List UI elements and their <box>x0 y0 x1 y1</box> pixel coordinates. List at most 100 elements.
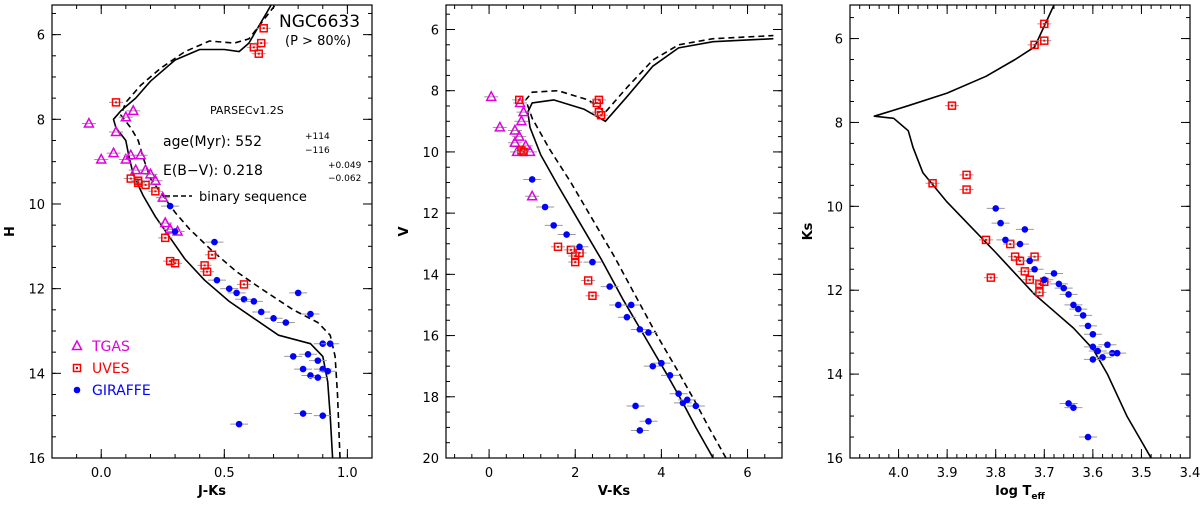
x-tick-label: 4 <box>657 466 665 481</box>
y-tick-label: 16 <box>28 452 45 467</box>
point-tgas <box>127 104 139 116</box>
point-giraffe <box>250 298 258 305</box>
point-uves-center <box>518 98 521 101</box>
point-giraffe <box>294 289 302 297</box>
point-giraffe <box>1060 284 1068 292</box>
y-tick-label: 8 <box>835 116 843 131</box>
point-uves-center <box>931 182 934 185</box>
point-giraffe <box>299 365 307 373</box>
point-giraffe <box>307 310 314 318</box>
point-uves <box>254 49 264 58</box>
point-giraffe <box>1070 301 1077 309</box>
point-giraffe <box>282 319 290 326</box>
point-uves-center <box>243 283 245 286</box>
y-tick-label: 18 <box>422 391 439 406</box>
point-giraffe <box>627 301 635 309</box>
point-uves <box>207 250 217 260</box>
y-tick-label: 14 <box>28 367 45 382</box>
point-uves <box>986 273 996 282</box>
point-giraffe <box>645 329 652 336</box>
point-uves <box>256 38 266 48</box>
point-tgas <box>120 110 132 122</box>
point-giraffe <box>1084 322 1092 330</box>
point-uves <box>1030 252 1039 261</box>
point-giraffe <box>314 374 322 381</box>
point-uves-center <box>965 188 968 191</box>
plot-frame <box>445 4 783 459</box>
point-uves-center <box>1019 259 1021 262</box>
point-giraffe <box>257 308 265 316</box>
plot-frame <box>849 4 1191 459</box>
plot-area <box>484 34 774 458</box>
point-giraffe <box>636 427 644 434</box>
point-uves-center <box>137 179 140 182</box>
isochrone-curve <box>527 37 774 458</box>
point-giraffe <box>171 228 179 235</box>
point-uves-center <box>206 270 209 273</box>
x-axis-label: V-Ks <box>598 484 631 499</box>
point-tgas <box>157 191 169 202</box>
point-tgas <box>159 216 171 228</box>
y-tick-label: 14 <box>422 268 439 283</box>
age-minus: −116 <box>305 146 330 156</box>
point-uves <box>133 176 143 185</box>
x-axis-label: log Teff <box>995 484 1045 502</box>
point-giraffe <box>319 412 327 419</box>
point-giraffe <box>1026 257 1034 265</box>
point-uves-center <box>1023 270 1026 273</box>
x-tick-label: 1.0 <box>337 466 358 481</box>
point-tgas <box>95 152 107 164</box>
point-uves <box>1035 279 1044 289</box>
chart-subtitle: (P > 80%) <box>285 34 351 49</box>
point-uves <box>111 98 121 107</box>
point-uves <box>1020 267 1030 276</box>
point-giraffe <box>299 410 307 417</box>
point-giraffe <box>1084 433 1092 441</box>
point-giraffe <box>1094 347 1102 355</box>
x-tick-label: 3.5 <box>1131 466 1152 481</box>
x-tick-label: 3.7 <box>1034 466 1055 481</box>
point-uves-center <box>591 294 594 297</box>
point-uves-center <box>574 261 577 264</box>
legend: TGAS UVES GIRAFFE <box>71 339 151 399</box>
x-tick-label: 3.4 <box>1180 466 1200 481</box>
point-uves <box>151 187 160 196</box>
point-giraffe <box>1016 240 1024 248</box>
y-tick-label: 6 <box>431 23 439 38</box>
y-tick-label: 16 <box>422 330 439 345</box>
point-uves <box>517 146 526 155</box>
point-uves-center <box>115 101 117 104</box>
point-giraffe <box>235 420 243 428</box>
point-uves <box>981 235 991 245</box>
point-uves-center <box>1033 43 1036 46</box>
y-tick-label: 12 <box>422 207 439 222</box>
point-tgas <box>526 189 538 201</box>
point-giraffe <box>314 357 322 364</box>
point-uves-center <box>137 181 140 184</box>
point-tgas <box>519 139 532 151</box>
point-giraffe <box>304 350 312 358</box>
y-tick-label: 14 <box>826 368 843 383</box>
point-giraffe <box>658 359 665 367</box>
point-uves <box>202 267 212 276</box>
ebv-minus: −0.062 <box>328 174 361 184</box>
point-uves-center <box>203 264 206 267</box>
binary-sequence-curve <box>524 34 774 458</box>
point-uves-center <box>520 149 523 152</box>
point-tgas <box>509 123 521 135</box>
plot-frame <box>51 4 373 459</box>
y-tick-label: 12 <box>826 284 843 299</box>
ebv-plus: +0.049 <box>328 161 362 171</box>
point-uves-center <box>951 104 953 107</box>
point-tgas <box>509 136 521 147</box>
point-giraffe <box>211 238 218 246</box>
point-uves <box>239 280 249 289</box>
point-uves-center <box>557 245 559 248</box>
panel-3: 4.0 3.9 3.8 3.7 3.6 3.5 3.4 6 8 10 12 14 16 log Teff K… <box>801 4 1200 502</box>
plot-area <box>873 5 1152 458</box>
legend-uves-label: UVES <box>92 361 130 377</box>
model-label: PARSECv1.2S <box>210 104 284 117</box>
point-uves-center <box>1009 243 1012 246</box>
plot-area <box>81 5 341 458</box>
